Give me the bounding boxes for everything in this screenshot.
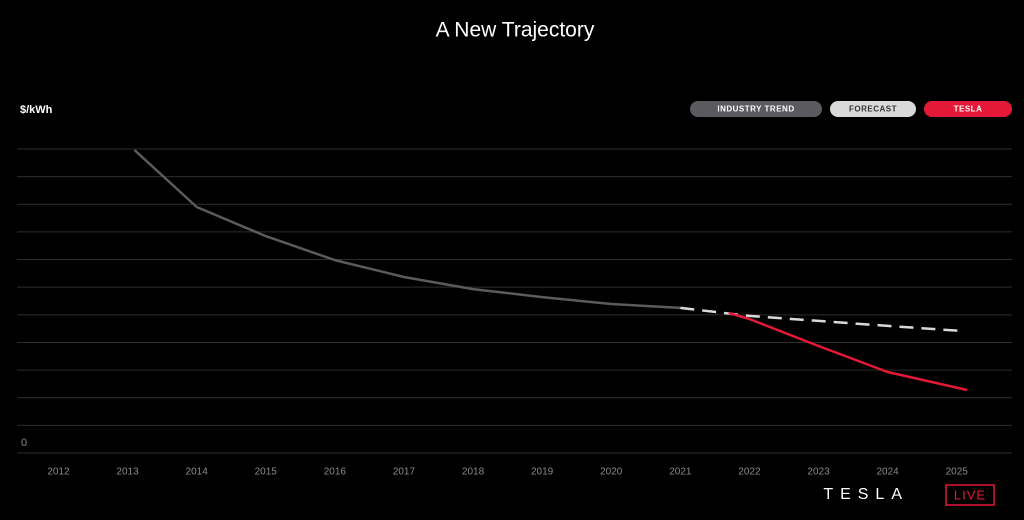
series-line [680, 306, 964, 333]
x-tick-label: 2025 [946, 467, 969, 478]
series-line [728, 311, 968, 392]
y-tick-label: 0 [21, 437, 27, 449]
x-tick-label: 2016 [324, 467, 347, 478]
x-tick-label: 2023 [807, 467, 830, 478]
legend-label: FORECAST [849, 105, 897, 114]
legend-label: TESLA [954, 105, 983, 114]
legend-label: INDUSTRY TREND [717, 105, 794, 114]
x-tick-label: 2013 [116, 467, 139, 478]
x-tick-label: 2012 [47, 467, 70, 478]
legend-swatch [830, 101, 916, 117]
x-tick-label: 2018 [462, 467, 485, 478]
footer-tag-box [945, 484, 995, 506]
x-tick-label: 2020 [600, 467, 623, 478]
x-tick-label: 2021 [669, 467, 692, 478]
series-line [133, 149, 681, 310]
x-tick-label: 2019 [531, 467, 554, 478]
footer-brand: TESLA [823, 486, 909, 503]
legend-swatch [690, 101, 822, 117]
x-tick-label: 2022 [738, 467, 761, 478]
footer-tag: LIVE [954, 487, 986, 502]
legend-swatch [924, 101, 1012, 117]
x-tick-label: 2015 [255, 467, 278, 478]
y-axis-label: $/kWh [20, 104, 53, 116]
x-tick-label: 2024 [877, 467, 900, 478]
x-tick-label: 2017 [393, 467, 416, 478]
x-tick-label: 2014 [186, 467, 209, 478]
chart-title: A New Trajectory [436, 19, 595, 42]
